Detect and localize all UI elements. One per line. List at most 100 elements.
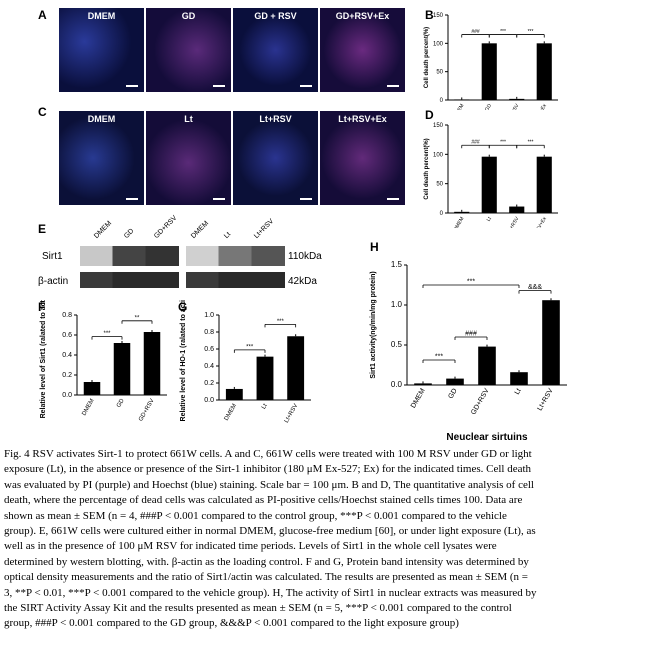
y-tick-label: 0.2 — [62, 372, 72, 379]
chart-b: 0 50 100 150 Cell death percent(%) DMEM GD GD+R… — [424, 13, 558, 110]
micrograph-a-gd: GD — [146, 8, 231, 92]
y-tick-label: 0.0 — [62, 392, 72, 399]
panel-label-d: D — [425, 108, 434, 122]
x-tick-label: DMEM — [410, 387, 427, 409]
significance-label: *** — [500, 140, 506, 146]
x-tick-label: Lt+RSV — [284, 403, 300, 424]
micrograph-title: DMEM — [87, 114, 116, 124]
y-tick-label: 100 — [433, 152, 444, 158]
bar — [542, 300, 560, 385]
y-tick-label: 0.6 — [62, 332, 72, 339]
scale-bar — [387, 85, 399, 87]
micrograph-a-dmem: DMEM — [59, 8, 144, 92]
lane-label: Lt — [223, 230, 233, 240]
y-tick-label: 1.5 — [391, 260, 403, 269]
panel-label-h: H — [370, 240, 379, 254]
caption-line: shown as mean ± SEM (n = 4, ###P < 0.001… — [4, 509, 507, 522]
micrograph-c-dmem: DMEM — [59, 111, 144, 205]
y-tick-label: 1.0 — [391, 300, 403, 309]
chart-g: 0.0 0.2 0.4 0.6 0.8 1.0 Relative level of HO-1… — [180, 300, 311, 424]
y-tick-label: 150 — [433, 13, 444, 19]
micrograph-row-a: DMEM GD GD + RSV GD+RSV+Ex — [59, 8, 405, 92]
bar — [536, 43, 552, 100]
micrograph-row-c: DMEM Lt Lt+RSV Lt+RSV+Ex — [59, 111, 405, 205]
micrograph-title: Lt — [184, 114, 193, 124]
lane-label: GD — [123, 227, 136, 240]
y-axis-label: Relative level of Sirt1 (ralated to acti… — [40, 300, 47, 418]
bar — [510, 372, 528, 385]
y-tick-label: 100 — [433, 41, 444, 47]
x-tick-label: Lt+RSV — [537, 387, 555, 412]
bar — [256, 356, 274, 400]
x-tick-label: Lt — [261, 403, 269, 411]
x-tick-label: DMEM — [224, 403, 238, 422]
bar — [478, 346, 496, 385]
significance-label: ### — [471, 29, 480, 35]
x-tick-label: GD+RSV — [138, 398, 156, 423]
panel-label-f: F — [38, 300, 46, 314]
bar — [287, 336, 305, 400]
y-axis-label: Relative level of HO-1 (ralated to actin… — [180, 300, 187, 421]
blot-row-label: β-actin — [38, 276, 69, 287]
micrograph-a-gd-rsv-ex: GD+RSV+Ex — [320, 8, 405, 92]
significance-label: *** — [103, 331, 111, 337]
significance-label: *** — [435, 354, 443, 361]
y-tick-label: 1.0 — [204, 312, 214, 319]
caption-line: optical density measurements and the rat… — [4, 571, 528, 584]
scale-bar — [300, 198, 312, 200]
panel-label-b: B — [425, 8, 434, 22]
caption-line: Fig. 4 RSV activates Sirt-1 to protect 6… — [4, 448, 532, 460]
y-tick-label: 0.8 — [204, 329, 214, 336]
caption-line: death, where the percentage of dead cell… — [4, 494, 523, 507]
panel-label-e: E — [38, 222, 47, 236]
micrograph-c-lt-rsv-ex: Lt+RSV+Ex — [320, 111, 405, 205]
y-tick-label: 50 — [436, 182, 443, 188]
micrograph-title: DMEM — [87, 11, 116, 21]
y-tick-label: 0.6 — [204, 346, 214, 353]
scale-bar — [213, 85, 225, 87]
significance-label: *** — [500, 29, 506, 35]
caption-line: was evaluated by PI (purple) and Hoechst… — [4, 478, 534, 491]
blot-size-label: 42kDa — [288, 276, 317, 287]
western-blot: DMEM GD GD+RSV DMEM Lt Lt+RSV Sirt1 β-ac… — [38, 215, 368, 295]
x-tick-label: Lt+RSV+Ex — [530, 216, 549, 228]
caption-line: group, ###P < 0.001 compared to the GD g… — [4, 617, 459, 630]
significance-label: &&& — [528, 284, 542, 291]
micrograph-title: GD + RSV — [254, 11, 297, 21]
significance-label: ### — [465, 331, 477, 338]
scale-bar — [126, 85, 138, 87]
caption-line: 3, **P < 0.01, ***P < 0.001 compared to … — [4, 586, 537, 599]
significance-label: *** — [467, 279, 475, 286]
micrograph-title: Lt+RSV+Ex — [338, 114, 387, 124]
y-tick-label: 150 — [433, 123, 444, 129]
caption-line: the SIRT Activity Assay Kit and the resu… — [4, 602, 512, 615]
y-tick-label: 0.4 — [62, 352, 72, 359]
significance-label: *** — [528, 29, 534, 35]
panel-label-a: A — [38, 8, 47, 22]
bar — [225, 388, 243, 400]
blot-size-label: 110kDa — [288, 251, 322, 262]
y-tick-label: 0.0 — [391, 380, 403, 389]
scale-bar — [300, 85, 312, 87]
y-tick-label: 0.4 — [204, 363, 214, 370]
x-axis-label: Neuclear sirtuins — [446, 432, 528, 443]
significance-label: *** — [528, 140, 534, 146]
x-tick-label: DMEM — [81, 398, 95, 417]
bar — [509, 206, 525, 213]
blot-strip-1-left — [80, 246, 179, 266]
lane-label: DMEM — [190, 219, 211, 240]
caption-line: determined by western blotting, with. β-… — [4, 555, 529, 568]
bar — [414, 383, 432, 385]
chart-h: 0.0 0.5 1.0 1.5 Sirt1 activity(ng/min/mg pro… — [370, 260, 567, 443]
x-tick-label: GD — [116, 397, 126, 408]
chart-d: 0 50 100 150 Cell death percent(%) DMEM Lt Lt+R… — [424, 123, 558, 228]
scale-bar — [126, 198, 138, 200]
bar — [454, 99, 470, 100]
y-axis-label: Cell death percent(%) — [424, 27, 430, 88]
caption-line: exposure (Lt), in the absence or presenc… — [4, 463, 532, 476]
panel-label-g: G — [178, 300, 188, 314]
caption-line: well as in the presence of 100 μM RSV fo… — [4, 540, 497, 553]
x-tick-label: DMEM — [453, 103, 466, 110]
y-tick-label: 0.5 — [391, 340, 403, 349]
significance-label: *** — [246, 344, 254, 350]
